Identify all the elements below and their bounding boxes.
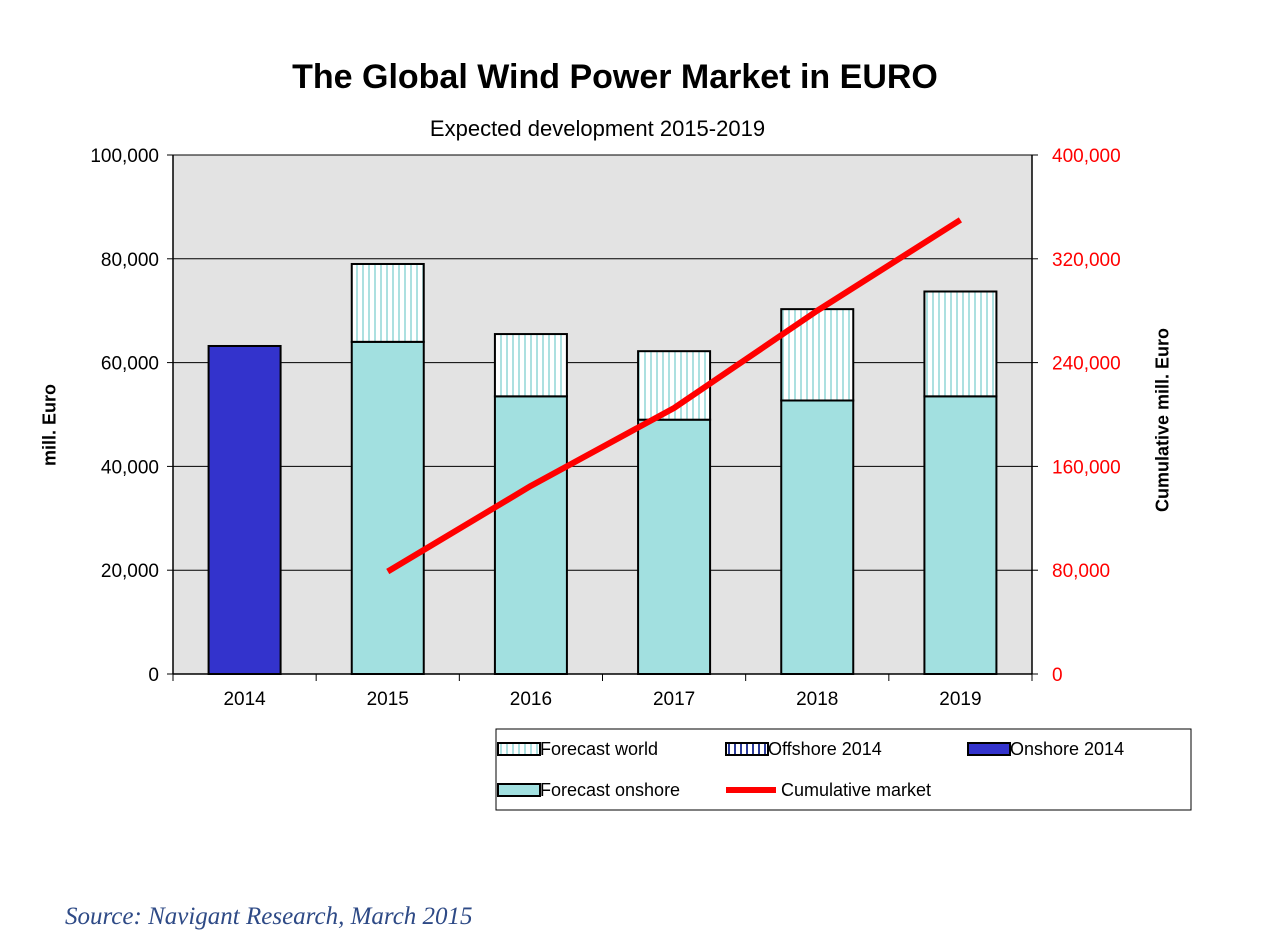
bar-forecast-world — [493, 333, 568, 398]
x-tick-label: 2018 — [796, 689, 838, 710]
legend-forecast-world-label: Forecast world — [540, 739, 658, 759]
chart-title: The Global Wind Power Market in EURO — [292, 58, 938, 96]
bar-forecast-onshore — [350, 340, 425, 675]
y2-tick-label: 400,000 — [1052, 146, 1121, 167]
x-tick-label: 2016 — [510, 689, 552, 710]
y2-tick-label: 160,000 — [1052, 457, 1121, 478]
bar-forecast-onshore — [493, 395, 568, 675]
y-tick-label: 40,000 — [101, 457, 159, 478]
x-tick-label: 2015 — [367, 689, 409, 710]
source-note: Source: Navigant Research, March 2015 — [65, 903, 473, 930]
chart-subtitle: Expected development 2015-2019 — [429, 116, 766, 141]
legend-forecast-world-swatch — [497, 742, 541, 756]
line-cumulative-market — [386, 217, 963, 575]
legend-box — [495, 728, 1192, 811]
y2-tick-label: 0 — [1052, 665, 1063, 686]
x-tick-label: 2014 — [223, 689, 266, 710]
bar-forecast-world — [923, 290, 998, 398]
y2-tick-label: 320,000 — [1052, 250, 1121, 271]
y-tick-label: 80,000 — [101, 250, 159, 271]
legend-offshore-2014-swatch — [725, 742, 769, 756]
bar-forecast-onshore — [923, 395, 998, 675]
y-tick-label: 100,000 — [90, 146, 159, 167]
y-tick-label: 20,000 — [101, 561, 159, 582]
legend-offshore-2014-label: Offshore 2014 — [768, 739, 882, 759]
legend-cumulative-market-label: Cumulative market — [781, 780, 931, 800]
legend-forecast-onshore-label: Forecast onshore — [540, 780, 680, 800]
y-tick-label: 0 — [148, 665, 159, 686]
legend-onshore-2014-label: Onshore 2014 — [1010, 739, 1124, 759]
y2-tick-label: 80,000 — [1052, 561, 1110, 582]
plot-area — [172, 154, 1033, 675]
legend-onshore-2014-swatch — [967, 742, 1011, 756]
y-tick-label: 60,000 — [101, 354, 159, 375]
bar-forecast-onshore — [780, 399, 855, 675]
bar-forecast-onshore — [637, 418, 712, 675]
legend-forecast-onshore-swatch — [497, 783, 541, 797]
y2-tick-label: 240,000 — [1052, 354, 1121, 375]
x-tick-label: 2017 — [653, 689, 695, 710]
bar-onshore-2014 — [207, 344, 282, 675]
bar-forecast-world — [780, 308, 855, 402]
bar-forecast-world — [350, 262, 425, 343]
x-tick-label: 2019 — [939, 689, 981, 710]
